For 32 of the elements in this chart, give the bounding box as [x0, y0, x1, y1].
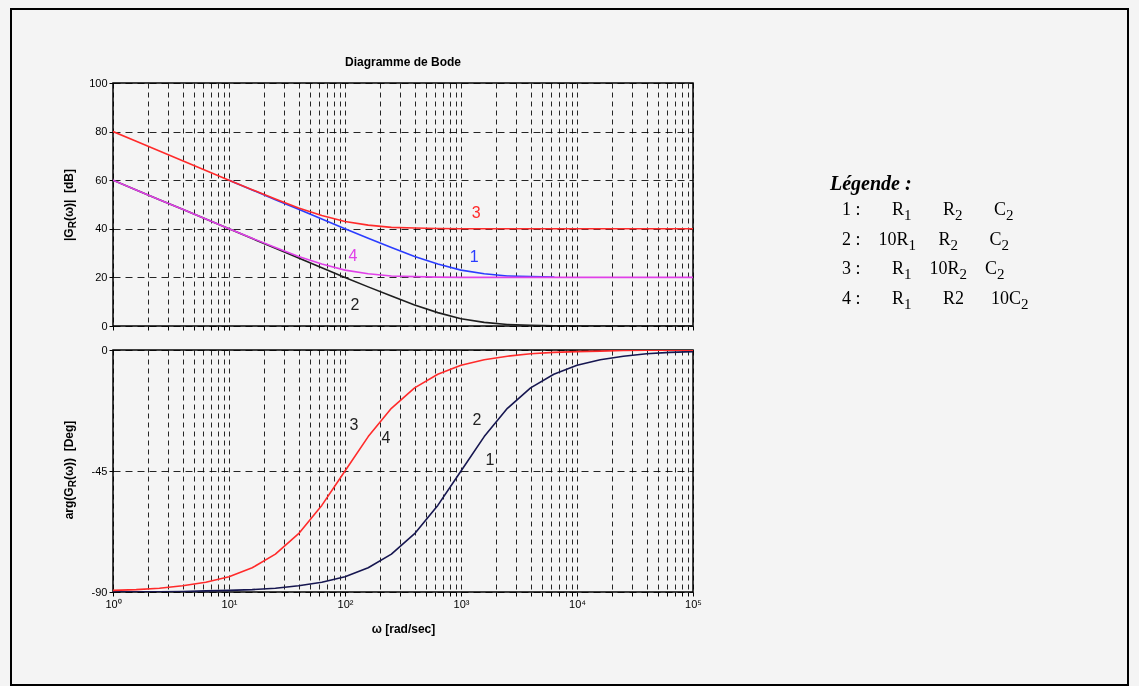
- y-tick-label: 40: [95, 222, 108, 235]
- y-tick-label: 60: [95, 173, 108, 186]
- line-series: [113, 130, 693, 230]
- y-tick-label: 0: [101, 319, 108, 332]
- annotation: 3: [349, 416, 359, 433]
- x-axis-title: ω [rad/sec]: [371, 621, 436, 636]
- y-tick-label: 0: [101, 343, 108, 356]
- x-tick-label: 10²: [337, 597, 354, 610]
- x-tick-label: 10¹: [221, 597, 238, 610]
- series-label: 4: [348, 247, 358, 265]
- x-tick-label: 10⁵: [685, 597, 702, 610]
- annotation: 1: [485, 451, 495, 468]
- chart-title: Diagramme de Bode: [344, 55, 462, 69]
- annotation: 2: [472, 411, 482, 428]
- text: Légende :: [830, 172, 913, 195]
- text: 2 : 10R$_{1}$ R$_{2}$ C$_{2}$: [842, 228, 1010, 253]
- y-tick-label: -45: [91, 464, 108, 477]
- x-tick-label: 10⁰: [105, 597, 122, 610]
- annotation: 4: [381, 429, 391, 446]
- y-tick-label: 100: [89, 76, 108, 89]
- text: 4 : R$_{1}$ R2 10C$_{2}$: [842, 287, 1029, 312]
- series-label: 1: [469, 247, 479, 265]
- text: 3 : R$_{1}$ 10R$_{2}$ C$_{2}$: [842, 258, 1005, 282]
- y-tick-label: -90: [91, 585, 108, 598]
- x-tick-label: 10³: [453, 597, 470, 610]
- y-tick-label: 20: [95, 270, 108, 283]
- series-label: 2: [350, 296, 360, 314]
- line-series: [113, 179, 693, 279]
- text: 1 : R$_{1}$ R$_{2}$ C$_{2}$: [842, 199, 1014, 223]
- x-tick-label: 10⁴: [569, 597, 587, 610]
- y-tick-label: 80: [95, 125, 108, 138]
- series-label: 3: [471, 203, 481, 221]
